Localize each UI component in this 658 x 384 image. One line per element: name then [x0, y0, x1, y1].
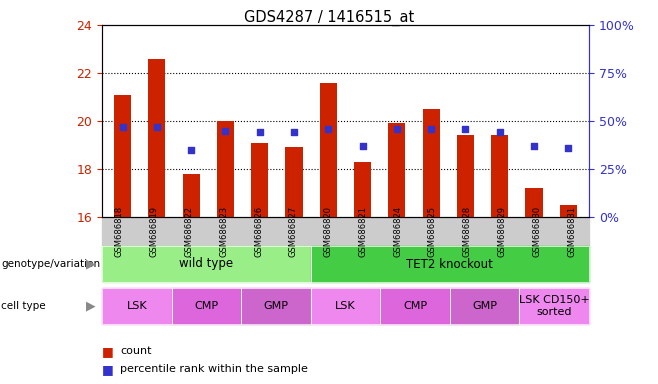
Text: count: count	[120, 346, 152, 356]
Text: LSK CD150+
sorted: LSK CD150+ sorted	[519, 295, 590, 317]
Text: GSM686831: GSM686831	[567, 206, 576, 257]
Bar	[491, 136, 509, 217]
Bar	[526, 188, 543, 217]
Text: ■: ■	[102, 363, 114, 376]
Text: GSM686826: GSM686826	[254, 206, 263, 257]
Text: genotype/variation: genotype/variation	[1, 259, 101, 269]
Text: CMP: CMP	[194, 301, 218, 311]
Text: GSM686821: GSM686821	[359, 206, 367, 257]
Text: GSM686827: GSM686827	[289, 206, 298, 257]
Point	[255, 129, 265, 136]
Bar	[354, 162, 371, 217]
Bar	[320, 83, 337, 217]
Text: CMP: CMP	[403, 301, 427, 311]
Text: GSM686824: GSM686824	[393, 206, 402, 257]
Text: GSM686825: GSM686825	[428, 206, 437, 257]
Point	[289, 129, 299, 136]
Text: GSM686830: GSM686830	[532, 206, 542, 257]
Text: cell type: cell type	[1, 301, 46, 311]
Text: GMP: GMP	[263, 301, 288, 311]
Point	[426, 126, 436, 132]
Text: GSM686822: GSM686822	[184, 206, 193, 257]
Bar	[114, 94, 131, 217]
Point	[186, 147, 196, 153]
Bar	[457, 136, 474, 217]
Point	[563, 145, 574, 151]
Point	[529, 143, 540, 149]
Point	[357, 143, 368, 149]
Bar	[560, 205, 577, 217]
Bar	[182, 174, 200, 217]
Point	[117, 124, 128, 130]
Point	[151, 124, 162, 130]
Text: GSM686818: GSM686818	[115, 206, 124, 257]
Text: ▶: ▶	[86, 258, 95, 270]
Text: ■: ■	[102, 345, 114, 358]
Bar	[148, 59, 165, 217]
Text: TET2 knockout: TET2 knockout	[407, 258, 494, 270]
Text: GSM686819: GSM686819	[149, 206, 159, 257]
Point	[460, 126, 470, 132]
Point	[495, 129, 505, 136]
Text: wild type: wild type	[179, 258, 234, 270]
Bar	[422, 109, 440, 217]
Text: GDS4287 / 1416515_at: GDS4287 / 1416515_at	[244, 10, 414, 26]
Bar	[286, 147, 303, 217]
Text: LSK: LSK	[126, 301, 147, 311]
Text: percentile rank within the sample: percentile rank within the sample	[120, 364, 309, 374]
Bar	[251, 142, 268, 217]
Text: LSK: LSK	[335, 301, 356, 311]
Point	[220, 127, 231, 134]
Text: GSM686823: GSM686823	[219, 206, 228, 257]
Bar	[388, 123, 405, 217]
Text: GSM686820: GSM686820	[324, 206, 332, 257]
Point	[323, 126, 334, 132]
Text: ▶: ▶	[86, 300, 95, 313]
Text: GMP: GMP	[472, 301, 497, 311]
Text: GSM686829: GSM686829	[497, 206, 507, 257]
Text: GSM686828: GSM686828	[463, 206, 472, 257]
Point	[392, 126, 402, 132]
Bar	[217, 121, 234, 217]
